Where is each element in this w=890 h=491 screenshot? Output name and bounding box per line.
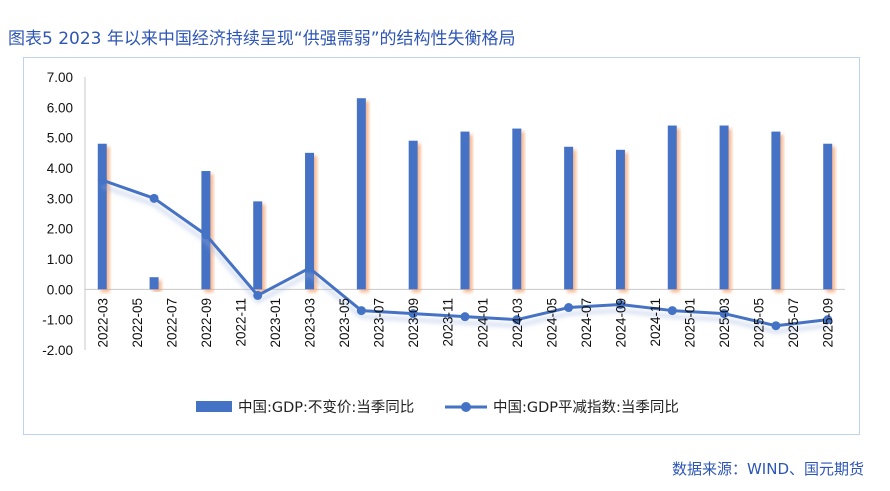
bar: [356, 98, 366, 290]
legend-bar-label: 中国:GDP:不变价:当季同比: [238, 399, 414, 416]
y-axis: 7.00 6.00 5.00 4.00 3.00 2.00 1.00 0.00 -1.00 -2.…: [42, 70, 86, 358]
line-point: [460, 312, 470, 322]
line-point: [512, 315, 522, 325]
x-tick-label: 2022-07: [164, 298, 179, 348]
legend: 中国:GDP:不变价:当季同比 中国:GDP平减指数:当季同比: [196, 399, 679, 416]
legend-line-marker: [461, 402, 471, 412]
line-point: [305, 263, 315, 273]
y-tick-labels: 7.00 6.00 5.00 4.00 3.00 2.00 1.00 0.00 -1.00 -2.…: [42, 70, 73, 358]
x-tick-label: 2025-09: [821, 298, 836, 348]
bar: [97, 143, 107, 290]
x-tick-label: 2024-05: [544, 298, 559, 348]
x-tick-label: 2024-11: [648, 298, 663, 347]
figure-title: 图表5 2023 年以来中国经济持续呈现“供强需弱”的结构性失衡格局: [8, 29, 516, 49]
bar: [719, 125, 729, 290]
line-point: [253, 290, 263, 300]
bar: [253, 201, 263, 290]
x-tick-label: 2023-05: [337, 298, 352, 348]
x-tick-label: 2023-07: [372, 298, 387, 348]
x-tick-label: 2024-09: [613, 298, 628, 348]
x-tick-label: 2022-03: [95, 298, 110, 348]
line-point: [408, 309, 418, 319]
y-tick-label: 7.00: [47, 70, 73, 85]
line-point: [719, 309, 729, 319]
x-tick-label: 2024-07: [579, 298, 594, 348]
line-point: [771, 321, 781, 331]
y-tick-label: 4.00: [47, 161, 73, 176]
x-tick-label: 2024-01: [475, 298, 490, 348]
bar: [201, 171, 211, 290]
x-tick-label: 2025-03: [717, 298, 732, 348]
line-point: [667, 306, 677, 316]
x-tick-label: 2024-03: [510, 298, 525, 348]
x-tick-label: 2022-11: [233, 298, 248, 347]
y-tick-label: 3.00: [47, 191, 73, 206]
x-tick-label: 2022-05: [130, 298, 145, 348]
x-tick-labels: 2022-03 2022-05 2022-07 2022-09 2022-11 2023-…: [95, 298, 835, 348]
bar: [512, 128, 522, 290]
legend-line-label: 中国:GDP平减指数:当季同比: [493, 399, 679, 416]
x-tick-label: 2025-05: [752, 298, 767, 348]
x-tick-label: 2025-01: [683, 298, 698, 348]
y-tick-label: 6.00: [47, 100, 73, 115]
bar: [460, 131, 470, 290]
line-point: [615, 300, 625, 309]
y-tick-label: 5.00: [47, 131, 73, 146]
bar: [823, 143, 833, 290]
y-tick-label: -2.00: [42, 343, 73, 358]
line-point: [356, 306, 366, 316]
bar: [149, 277, 159, 290]
x-tick-label: 2023-01: [268, 298, 283, 348]
bar: [408, 140, 418, 290]
x-tick-label: 2023-03: [303, 298, 318, 348]
line-series: [97, 175, 833, 331]
x-tick-label: 2022-09: [199, 298, 214, 348]
legend-bar-swatch: [196, 401, 232, 412]
x-tick-label: 2023-11: [441, 298, 456, 347]
line-point: [564, 303, 574, 313]
x-tick-label: 2025-07: [786, 298, 801, 348]
y-tick-label: 1.00: [47, 252, 73, 267]
bar: [564, 146, 574, 290]
data-source-note: 数据来源：WIND、国元期货: [671, 460, 864, 478]
y-tick-label: 0.00: [47, 282, 73, 297]
y-tick-label: -1.00: [42, 313, 73, 328]
bar: [615, 149, 625, 290]
line-point: [201, 230, 211, 240]
bar: [667, 125, 677, 290]
y-tick-label: 2.00: [47, 222, 73, 237]
line-point: [97, 175, 107, 185]
x-tick-label: 2023-09: [406, 298, 421, 348]
bar-series: [97, 98, 833, 290]
bar: [305, 152, 315, 290]
bar: [771, 131, 781, 290]
line-point: [149, 193, 159, 203]
line-point: [823, 315, 833, 325]
